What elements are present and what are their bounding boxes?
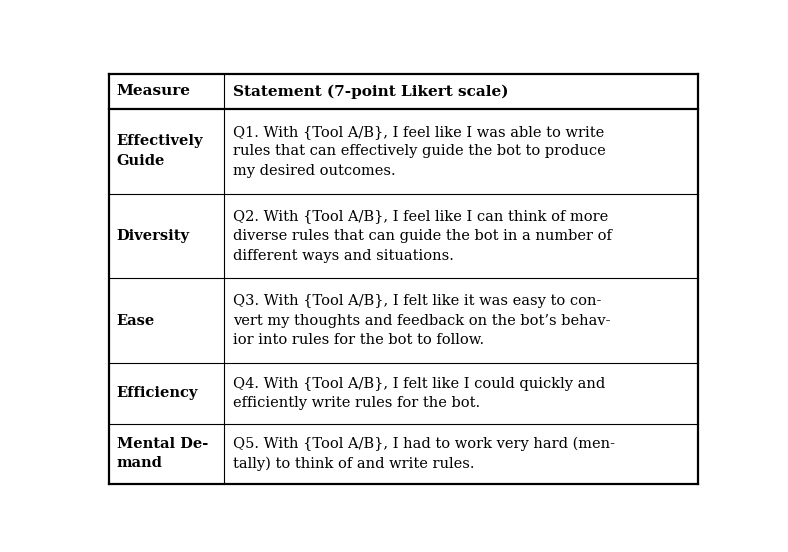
Text: Efficiency: Efficiency	[117, 386, 199, 400]
Text: Statement (7-point Likert scale): Statement (7-point Likert scale)	[233, 84, 509, 98]
Text: Ease: Ease	[117, 314, 155, 328]
Text: Q1. With {Tool A/B}, I feel like I was able to write
rules that can effectively : Q1. With {Tool A/B}, I feel like I was a…	[233, 125, 606, 178]
Text: Effectively
Guide: Effectively Guide	[117, 135, 203, 168]
Text: Diversity: Diversity	[117, 229, 190, 243]
Text: Q4. With {Tool A/B}, I felt like I could quickly and
efficiently write rules for: Q4. With {Tool A/B}, I felt like I could…	[233, 376, 606, 410]
Text: Q2. With {Tool A/B}, I feel like I can think of more
diverse rules that can guid: Q2. With {Tool A/B}, I feel like I can t…	[233, 210, 612, 263]
Text: Mental De-
mand: Mental De- mand	[117, 437, 208, 470]
Text: Q3. With {Tool A/B}, I felt like it was easy to con-
vert my thoughts and feedba: Q3. With {Tool A/B}, I felt like it was …	[233, 294, 611, 347]
Text: Q5. With {Tool A/B}, I had to work very hard (men-
tally) to think of and write : Q5. With {Tool A/B}, I had to work very …	[233, 436, 615, 471]
Text: Measure: Measure	[117, 84, 191, 98]
